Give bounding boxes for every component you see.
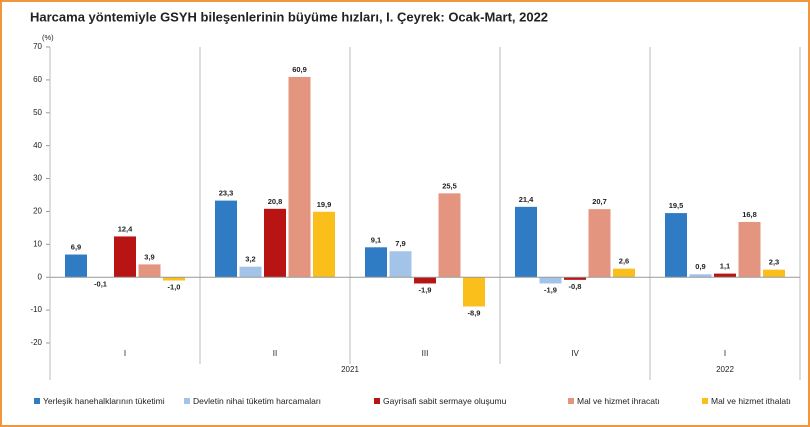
y-tick-label: -10	[30, 305, 42, 314]
bar	[588, 209, 611, 278]
data-label: 9,1	[371, 235, 381, 244]
bar	[763, 269, 785, 278]
y-tick-label: 70	[33, 42, 42, 51]
bar	[163, 277, 185, 281]
bar	[438, 193, 461, 278]
x-tick-label: III	[422, 349, 429, 358]
y-tick-label: 50	[33, 108, 42, 117]
data-label: -1,0	[168, 282, 181, 291]
bar	[414, 277, 436, 284]
data-label: -1,9	[419, 285, 432, 294]
data-label: 25,5	[442, 181, 457, 190]
legend-label: Gayrisafi sabit sermaye oluşumu	[383, 396, 507, 406]
bar	[613, 268, 635, 278]
data-label: 2,6	[619, 257, 629, 266]
bar	[539, 277, 562, 284]
legend-swatch	[568, 398, 574, 404]
legend-swatch	[184, 398, 190, 404]
bar	[665, 213, 687, 278]
data-label: 7,9	[395, 239, 405, 248]
y-axis-label: (%)	[42, 33, 54, 42]
y-tick-label: 0	[38, 272, 43, 281]
data-label: -0,1	[94, 280, 107, 289]
legend-swatch	[374, 398, 380, 404]
x-tick-label: II	[273, 349, 277, 358]
bar	[564, 277, 586, 280]
bar	[714, 273, 736, 278]
x-tick-label: IV	[571, 349, 579, 358]
bar	[215, 200, 237, 278]
bar	[264, 208, 286, 278]
x-tick-label: I	[724, 349, 726, 358]
bar	[65, 254, 87, 278]
bar	[313, 211, 335, 278]
data-label: 0,9	[695, 262, 705, 271]
data-label: 19,5	[669, 201, 684, 210]
legend-swatch	[702, 398, 708, 404]
bar	[689, 274, 712, 278]
data-label: 2,3	[769, 258, 779, 267]
data-label: 19,9	[317, 200, 332, 209]
bar	[389, 251, 412, 278]
data-label: 3,2	[245, 255, 255, 264]
data-label: -8,9	[468, 308, 481, 317]
data-label: 12,4	[118, 224, 133, 233]
data-label: 16,8	[742, 210, 757, 219]
legend-swatch	[34, 398, 40, 404]
group-label: 2022	[716, 365, 734, 374]
legend-label: Mal ve hizmet ithalatı	[711, 396, 791, 406]
data-label: 1,1	[720, 262, 730, 271]
y-tick-label: 60	[33, 75, 42, 84]
data-label: 6,9	[71, 243, 81, 252]
y-tick-label: 10	[33, 239, 42, 248]
group-label: 2021	[341, 365, 359, 374]
data-label: 60,9	[292, 65, 307, 74]
data-label: 3,9	[144, 252, 154, 261]
bar	[365, 247, 387, 278]
data-label: 21,4	[519, 195, 534, 204]
bar	[239, 266, 262, 278]
y-tick-label: 20	[33, 207, 42, 216]
bar	[463, 277, 485, 307]
bar	[114, 236, 136, 278]
data-label: 20,7	[592, 197, 607, 206]
data-label: -1,9	[544, 285, 557, 294]
data-label: 20,8	[268, 197, 283, 206]
legend-label: Yerleşik hanehalklarının tüketimi	[43, 396, 165, 406]
y-tick-label: 40	[33, 141, 42, 150]
y-tick-label: -20	[30, 338, 42, 347]
bar	[738, 221, 761, 278]
chart-title: Harcama yöntemiyle GSYH bileşenlerinin b…	[30, 9, 548, 24]
legend-label: Mal ve hizmet ihracatı	[577, 396, 660, 406]
legend-label: Devletin nihai tüketim harcamaları	[193, 396, 321, 406]
y-tick-label: 30	[33, 174, 42, 183]
bar	[515, 206, 537, 278]
data-label: -0,8	[569, 282, 582, 291]
data-label: 23,3	[219, 189, 234, 198]
bar	[288, 76, 311, 278]
x-tick-label: I	[124, 349, 126, 358]
bar	[138, 264, 161, 278]
